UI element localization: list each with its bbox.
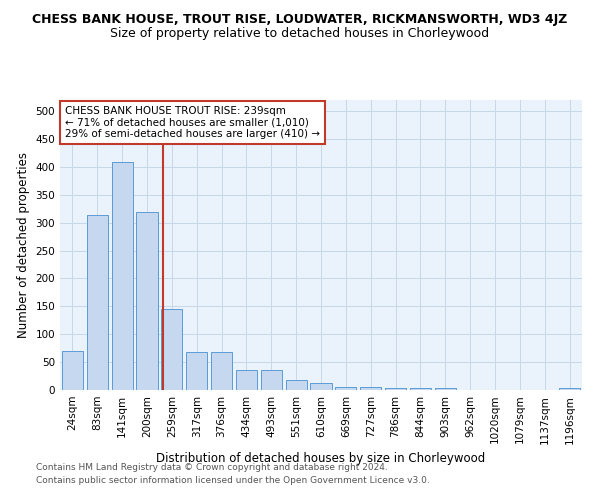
Bar xyxy=(410,388,431,390)
Text: CHESS BANK HOUSE, TROUT RISE, LOUDWATER, RICKMANSWORTH, WD3 4JZ: CHESS BANK HOUSE, TROUT RISE, LOUDWATER,… xyxy=(32,12,568,26)
Text: CHESS BANK HOUSE TROUT RISE: 239sqm
← 71% of detached houses are smaller (1,010): CHESS BANK HOUSE TROUT RISE: 239sqm ← 71… xyxy=(65,106,320,139)
Bar xyxy=(435,388,456,390)
Bar xyxy=(87,216,108,390)
Bar xyxy=(310,384,332,390)
Bar xyxy=(161,309,182,390)
Bar xyxy=(385,388,406,390)
Bar xyxy=(286,380,307,390)
Text: Contains HM Land Registry data © Crown copyright and database right 2024.: Contains HM Land Registry data © Crown c… xyxy=(36,464,388,472)
Bar xyxy=(136,212,158,390)
Bar xyxy=(360,386,381,390)
Y-axis label: Number of detached properties: Number of detached properties xyxy=(17,152,30,338)
Bar xyxy=(186,352,207,390)
Bar xyxy=(112,162,133,390)
X-axis label: Distribution of detached houses by size in Chorleywood: Distribution of detached houses by size … xyxy=(157,452,485,465)
Text: Contains public sector information licensed under the Open Government Licence v3: Contains public sector information licen… xyxy=(36,476,430,485)
Bar xyxy=(559,388,580,390)
Bar xyxy=(335,386,356,390)
Bar xyxy=(62,351,83,390)
Bar xyxy=(211,352,232,390)
Bar xyxy=(261,370,282,390)
Bar xyxy=(236,370,257,390)
Text: Size of property relative to detached houses in Chorleywood: Size of property relative to detached ho… xyxy=(110,28,490,40)
